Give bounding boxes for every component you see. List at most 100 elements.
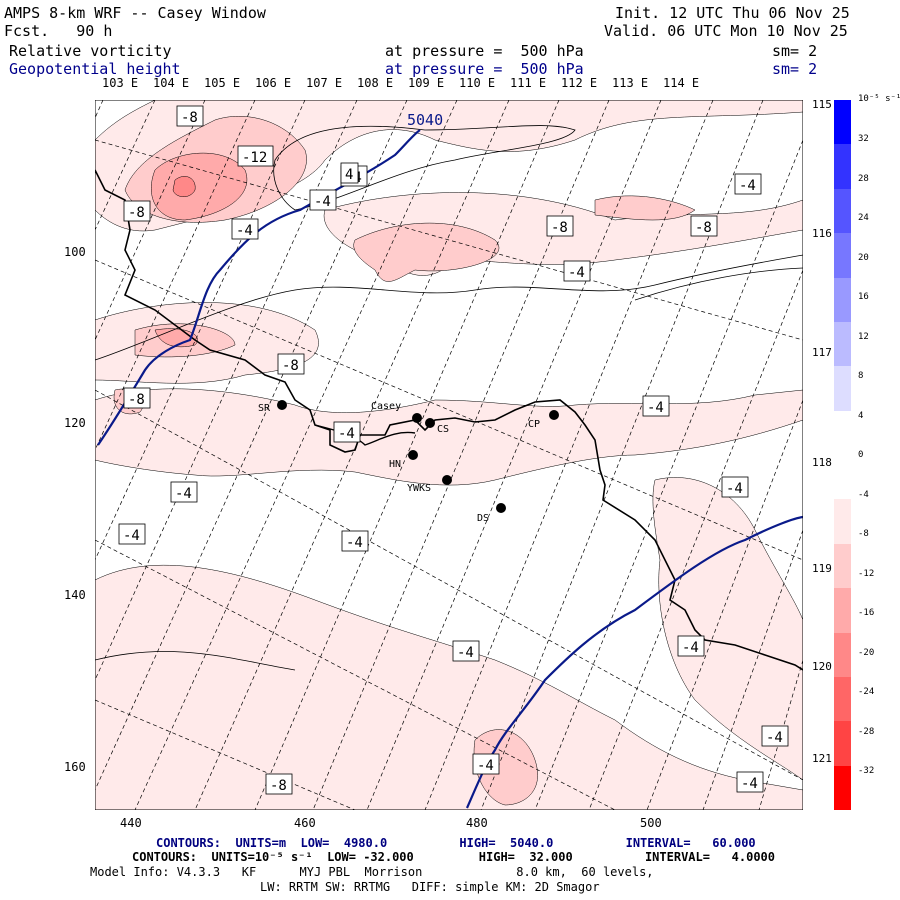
y-tick-label: 160: [64, 760, 86, 774]
plot-title: AMPS 8-km WRF -- Casey Window: [4, 4, 266, 22]
field1-smoothing: sm= 2: [772, 42, 818, 60]
contour-label: -8: [181, 110, 198, 126]
contour-label: -4: [338, 426, 355, 442]
station-dot: [277, 400, 287, 410]
contour-label-box: [237, 145, 274, 167]
contour-label: -4: [726, 481, 743, 497]
field1-level: at pressure = 500 hPa: [385, 42, 584, 60]
field2-smoothing: sm= 2: [772, 60, 818, 78]
colorbar-swatch: [834, 676, 851, 722]
colorbar-units: 10⁻⁵ s⁻¹: [858, 94, 900, 104]
colorbar-swatch: [834, 233, 851, 278]
longitude-label: 103 E: [102, 76, 139, 90]
contour-label: -4: [739, 178, 756, 194]
field2-level: at pressure = 500 hPa: [385, 60, 584, 78]
longitude-label: 114 E: [663, 76, 700, 90]
station-dot: [442, 475, 452, 485]
colorbar-swatch: [834, 455, 851, 500]
contour-label-box: [176, 105, 204, 127]
contour-label: -8: [695, 220, 712, 236]
colorbar-tick-label: 24: [858, 213, 869, 223]
colorbar-tick-label: -12: [858, 568, 875, 579]
longitude-label: 108 E: [357, 76, 394, 90]
init-time: Init. 12 UTC Thu 06 Nov 25: [615, 4, 850, 22]
map-plot: SR Casey CS CP HN YWKS DS -8 -12 -8 -4 -4 -4 -8 -4 -8 4…: [95, 100, 803, 810]
field1-name: Relative vorticity: [9, 42, 172, 60]
contour-label-box: [736, 771, 764, 793]
contour-label: -8: [270, 778, 287, 794]
vorticity-shading: [95, 100, 803, 810]
contour-label-box: [231, 218, 259, 240]
contour-label: -4: [236, 223, 253, 239]
station-dot: [549, 410, 559, 420]
x-tick-label: 480: [466, 816, 488, 830]
station-dot: [408, 450, 418, 460]
contour-label-box: [340, 162, 359, 184]
contour-label: -4: [477, 758, 494, 774]
longitude-label: 110 E: [459, 76, 496, 90]
contour-label: -8: [128, 205, 145, 221]
contour-label: -4: [568, 265, 585, 281]
station-label: SR: [258, 403, 271, 414]
geopotential-contours: [97, 129, 803, 809]
footer-physics-info: LW: RRTM SW: RRTMG DIFF: simple KM: 2D S…: [260, 880, 600, 894]
y-tick-label: 100: [64, 245, 86, 259]
contour-label: -8: [282, 358, 299, 374]
colorbar-tick-label: -16: [858, 608, 875, 618]
station-dot: [496, 503, 506, 513]
contour-label-box: [123, 200, 151, 222]
colorbar-swatch: [834, 144, 851, 189]
contour-label: -4: [766, 730, 783, 746]
height-contour-label: 5040: [407, 111, 443, 129]
colorbar-tick-label: 16: [858, 292, 869, 302]
colorbar-tick-label: 12: [858, 331, 869, 342]
contour-label-box: [642, 395, 670, 417]
contour-label-box: [123, 387, 151, 409]
longitude-label: 105 E: [204, 76, 241, 90]
contour-label-box: [170, 481, 198, 503]
contour-label-box: [734, 173, 762, 195]
station-label: HN: [389, 459, 401, 470]
colorbar-swatch: [834, 588, 851, 633]
colorbar-swatch: [834, 366, 851, 411]
station-label: DS: [477, 513, 489, 524]
footer-height-contours: CONTOURS: UNITS=m LOW= 4980.0 HIGH= 5040…: [156, 836, 756, 850]
station-dot: [412, 413, 422, 423]
contour-label-box: [721, 476, 749, 498]
station-dot: [425, 418, 435, 428]
longitude-label: 112 E: [561, 76, 598, 90]
contour-label-box: [118, 523, 146, 545]
contour-label: -4: [346, 535, 363, 551]
colorbar-swatch: [834, 410, 851, 455]
contour-label-box: [472, 753, 500, 775]
contour-label: 4: [345, 167, 353, 183]
contour-label-box: [563, 260, 591, 282]
colorbar-swatch: [834, 277, 851, 322]
colorbar-tick-label: 32: [858, 134, 869, 144]
longitude-label: 109 E: [408, 76, 445, 90]
colorbar-tick-label: 8: [858, 371, 864, 381]
colorbar-swatch: [834, 499, 851, 544]
contour-label-box: [265, 773, 293, 795]
colorbar-tick-label: 28: [858, 173, 869, 184]
contour-label-box: [690, 215, 718, 237]
footer-vorticity-contours: CONTOURS: UNITS=10⁻⁵ s⁻¹ LOW= -32.000 HI…: [132, 850, 775, 864]
station-label: CS: [437, 424, 449, 435]
contour-label-box: [277, 353, 305, 375]
contour-label: -4: [314, 194, 331, 210]
field2-name: Geopotential height: [9, 60, 181, 78]
contour-label-box: [546, 215, 574, 237]
contour-label: -8: [128, 392, 145, 408]
contour-label: -4: [175, 486, 192, 502]
contour-label-box: [341, 530, 369, 552]
colorbar-swatch: [834, 543, 851, 589]
colorbar-swatch: [834, 632, 851, 677]
colorbar-tick-label: -32: [858, 766, 875, 776]
colorbar-swatch: [834, 765, 851, 810]
contour-label-box: [333, 421, 361, 443]
colorbar-swatch: [834, 721, 851, 766]
longitude-label: 106 E: [255, 76, 292, 90]
contour-label-box: [452, 640, 480, 662]
colorbar-swatch: [834, 188, 851, 234]
contour-labels: -8 -12 -8 -4 -4 -4 -8 -4 -8 4 -4 -8 -8 -4 -4 -4 -4 -4 -4 -4…: [118, 105, 789, 795]
